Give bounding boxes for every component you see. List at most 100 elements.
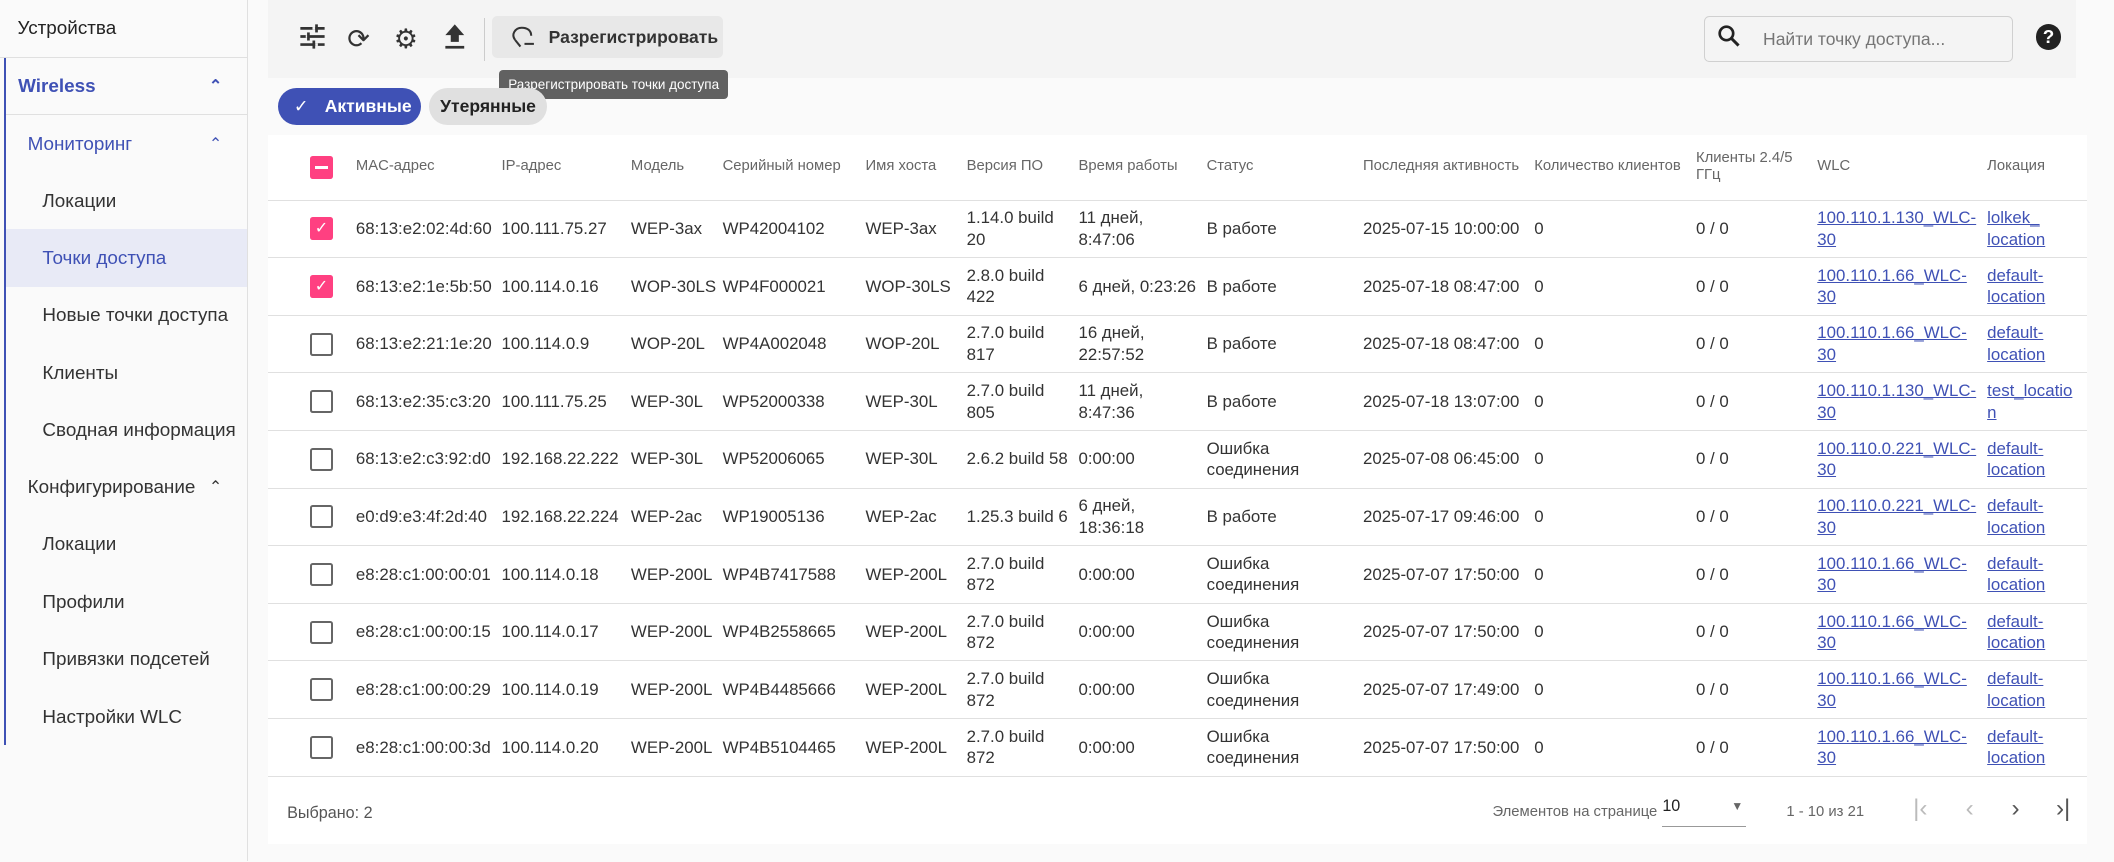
table-row[interactable]: e8:28:c1:00:00:3d 100.114.0.20 WEP-200L WP4…	[268, 718, 2087, 777]
location-link[interactable]: default-location	[1987, 553, 2046, 595]
row-checkbox[interactable]	[310, 620, 333, 644]
column-header[interactable]: WLC	[1817, 134, 1988, 201]
sidebar-item-wireless[interactable]: Wireless ⌃	[6, 58, 247, 116]
location-link[interactable]: default-location	[1987, 496, 2046, 537]
cell-text: 100.111.75.27	[501, 219, 607, 239]
column-header[interactable]: Серийный номер	[722, 134, 866, 201]
wlc-link[interactable]: 100.110.1.66_WLC-30	[1817, 611, 1967, 653]
location-link[interactable]: default-location	[1987, 726, 2046, 768]
table-row[interactable]: ✓ 68:13:e2:02:4d:60 100.111.75.27 WEP-3ax WP…	[268, 200, 2087, 259]
sidebar-item-monitoring[interactable]: Мониторинг ⌃	[6, 115, 247, 172]
sidebar-item-monitoring-3[interactable]: Клиенты	[42, 361, 119, 383]
row-checkbox[interactable]	[310, 563, 333, 586]
search-input[interactable]	[1760, 27, 1995, 51]
sidebar-item-monitoring-1[interactable]: Точки доступа	[6, 229, 247, 287]
items-per-page-label: Элементов на странице	[1492, 803, 1658, 820]
next-page-icon[interactable]: ›	[2011, 795, 2020, 823]
column-header[interactable]: IP-адрес	[501, 134, 631, 201]
column-header[interactable]: Имя хоста	[865, 134, 967, 201]
row-checkbox[interactable]: ✓	[310, 217, 333, 241]
tune-icon[interactable]	[297, 23, 329, 55]
column-header[interactable]: Время работы	[1078, 134, 1207, 201]
unregister-button[interactable]: Разрегистрировать	[492, 16, 723, 58]
location-link[interactable]: default-location	[1987, 611, 2046, 653]
sidebar-item-config-2[interactable]: Привязки подсетей	[42, 648, 210, 670]
upload-icon[interactable]	[438, 23, 470, 55]
column-header[interactable]: Клиенты 2.4/5 ГГц	[1695, 134, 1818, 201]
location-link[interactable]: lolkek_ location	[1987, 208, 2046, 249]
cell-text: 0	[1534, 219, 1544, 239]
wlc-link[interactable]: 100.110.1.66_WLC-30	[1817, 669, 1967, 710]
table-row[interactable]: 68:13:e2:c3:92:d0 192.168.22.222 WEP-30L WP…	[268, 430, 2087, 489]
checkbox-cell: ✓	[268, 257, 356, 316]
table-row[interactable]: e8:28:c1:00:00:01 100.114.0.18 WEP-200L WP4…	[268, 545, 2087, 604]
cell-text: В работе	[1206, 334, 1277, 354]
cell-text: Ошибка соединения	[1206, 669, 1300, 710]
column-header[interactable]: Версия ПО	[966, 134, 1079, 201]
row-checkbox[interactable]: ✓	[310, 275, 333, 298]
wlc-link[interactable]: 100.110.0.221_WLC-30	[1817, 438, 1977, 480]
table-row[interactable]: 68:13:e2:21:1e:20 100.114.0.9 WOP-20L WP4A0…	[268, 315, 2087, 374]
sidebar-item-monitoring-2[interactable]: Новые точки доступа	[42, 304, 229, 326]
row-checkbox[interactable]	[310, 390, 333, 414]
items-per-page-select[interactable]: 10 ▼	[1662, 797, 1746, 828]
last-page-icon[interactable]: ›|	[2055, 795, 2071, 823]
column-header[interactable]: Статус	[1206, 134, 1363, 201]
cell-text: 0	[1534, 737, 1544, 757]
table-cell: 0:00:00	[1078, 545, 1207, 604]
location-link[interactable]: default-location	[1987, 265, 2046, 307]
table-cell: WEP-3ax	[865, 200, 967, 259]
row-checkbox[interactable]	[310, 447, 333, 471]
sidebar-item-monitoring-4[interactable]: Сводная информация	[42, 419, 236, 441]
filter-chip-lost[interactable]: Утерянные	[428, 87, 548, 126]
sidebar-item-config-3[interactable]: Настройки WLC	[42, 705, 183, 727]
column-header[interactable]: Модель	[630, 134, 723, 201]
table-row[interactable]: e8:28:c1:00:00:15 100.114.0.17 WEP-200L WP4…	[268, 603, 2087, 662]
table-cell: 100.110.1.66_WLC-30	[1817, 315, 1988, 374]
table-row[interactable]: e0:d9:e3:4f:2d:40 192.168.22.224 WEP-2ac WP…	[268, 488, 2087, 547]
row-checkbox[interactable]	[310, 332, 333, 356]
sync-icon[interactable]: ⟳	[347, 23, 370, 54]
table-row[interactable]: ✓ 68:13:e2:1e:5b:50 100.114.0.16 WOP-30LS WP…	[268, 257, 2087, 316]
column-header[interactable]: Последняя активность	[1362, 134, 1535, 201]
sidebar-item-config-0[interactable]: Локации	[42, 533, 117, 555]
first-page-icon[interactable]: |‹	[1913, 795, 1928, 823]
sidebar-item-config-1[interactable]: Профили	[42, 590, 125, 612]
previous-page-icon[interactable]: ‹	[1965, 795, 1974, 823]
gear-icon[interactable]: ⚙	[393, 23, 418, 54]
cell-text: 2.7.0 build 872	[966, 726, 1045, 768]
table-cell: WOP-30LS	[630, 257, 723, 316]
cell-text: WEP-200L	[630, 737, 713, 757]
select-all-checkbox[interactable]	[310, 155, 333, 179]
cell-text: 100.114.0.19	[501, 679, 599, 699]
wlc-link[interactable]: 100.110.1.130_WLC-30	[1817, 381, 1977, 422]
wlc-link[interactable]: 100.110.1.66_WLC-30	[1817, 265, 1967, 307]
location-link[interactable]: default-location	[1987, 323, 2046, 365]
table-cell: 100.114.0.17	[501, 603, 631, 662]
table-row[interactable]: e8:28:c1:00:00:29 100.114.0.19 WEP-200L WP4…	[268, 660, 2087, 719]
sidebar-item-label: Конфигурирование	[27, 476, 196, 498]
row-checkbox[interactable]	[310, 505, 333, 529]
location-link[interactable]: test_location	[1987, 381, 2073, 422]
cell-text: 2.7.0 build 872	[966, 553, 1045, 595]
column-header[interactable]: Количество клиентов	[1534, 134, 1696, 201]
table-row[interactable]: 68:13:e2:35:c3:20 100.111.75.25 WEP-30L WP5…	[268, 372, 2087, 431]
column-header[interactable]: Локация	[1987, 134, 2087, 201]
wlc-link[interactable]: 100.110.1.66_WLC-30	[1817, 323, 1967, 365]
location-link[interactable]: default-location	[1987, 438, 2046, 480]
sidebar-item-devices[interactable]: Устройства	[0, 0, 247, 58]
row-checkbox[interactable]	[310, 735, 333, 759]
search-box[interactable]	[1704, 16, 2013, 62]
wlc-link[interactable]: 100.110.1.66_WLC-30	[1817, 726, 1967, 768]
column-header[interactable]: MAC-адрес	[355, 134, 502, 201]
sidebar-item-configuration[interactable]: Конфигурирование ⌃	[6, 459, 247, 516]
filter-chip-active[interactable]: ✓ Активные	[277, 87, 421, 126]
wlc-link[interactable]: 100.110.1.66_WLC-30	[1817, 553, 1967, 595]
help-icon[interactable]: ?	[2035, 24, 2062, 50]
wlc-link[interactable]: 100.110.0.221_WLC-30	[1817, 496, 1977, 537]
row-checkbox[interactable]	[310, 678, 333, 702]
location-link[interactable]: default-location	[1987, 669, 2046, 710]
table-cell: 6 дней, 18:36:18	[1078, 488, 1207, 547]
wlc-link[interactable]: 100.110.1.130_WLC-30	[1817, 208, 1977, 249]
sidebar-item-monitoring-0[interactable]: Локации	[42, 189, 117, 211]
